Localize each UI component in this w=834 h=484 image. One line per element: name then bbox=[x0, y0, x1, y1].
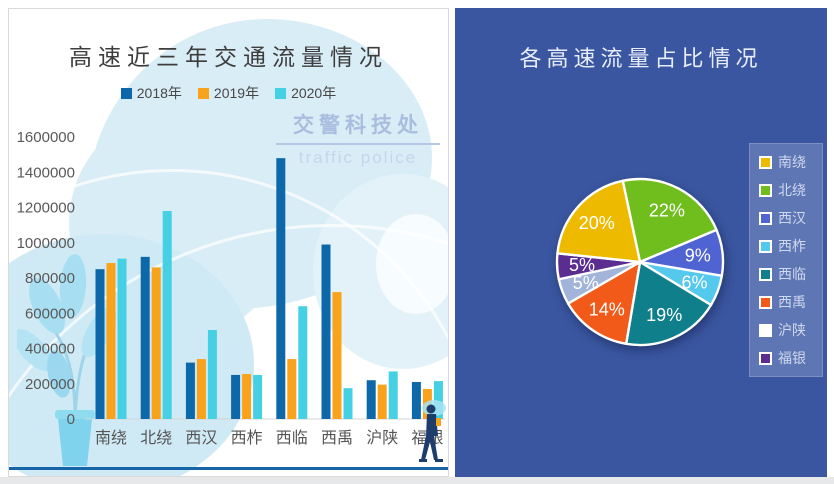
y-axis-tick-label: 1400000 bbox=[17, 164, 75, 181]
pie-percent-label: 9% bbox=[685, 245, 711, 265]
bar-沪陕-2020年[interactable] bbox=[388, 371, 398, 419]
bar-chart-panel: 高速近三年交通流量情况 2018年 2019年 2020年 交警科技处 traffi… bbox=[8, 8, 449, 477]
legend-label: 西临 bbox=[778, 266, 806, 282]
legend-label: 2019年 bbox=[213, 85, 260, 101]
bar-西柞-2018年[interactable] bbox=[231, 374, 241, 419]
bar-西柞-2019年[interactable] bbox=[242, 374, 252, 419]
bar-沪陕-2019年[interactable] bbox=[377, 384, 387, 419]
watermark-divider bbox=[276, 143, 440, 145]
pie-chart-panel: 各高速流量占比情况 22% 9% 6% 19% 14% 5% 5% 20% 南绕北绕西汉西柞西… bbox=[455, 8, 827, 477]
y-axis-tick-label: 1200000 bbox=[17, 200, 75, 217]
bar-chart-legend: 2018年 2019年 2020年 bbox=[9, 83, 448, 103]
bar-西汉-2018年[interactable] bbox=[185, 362, 195, 419]
pie-slice-北绕[interactable] bbox=[621, 177, 718, 264]
watermark-cn-text: 交警科技处 bbox=[293, 114, 423, 137]
pie-percent-label: 22% bbox=[649, 201, 685, 221]
legend-swatch bbox=[759, 183, 772, 197]
bar-chart: 0 200000 400000 600000 800000 1000000 1200000 1… bbox=[17, 129, 445, 447]
legend-swatch bbox=[759, 239, 772, 253]
watermark-en-text: traffic police bbox=[298, 148, 418, 167]
bar-legend-item: 2020年 bbox=[275, 83, 336, 103]
pie-chart-legend: 南绕北绕西汉西柞西临西禹沪陕福银 bbox=[749, 143, 823, 377]
bar-西禹-2019年[interactable] bbox=[332, 292, 342, 419]
pie-percent-label: 5% bbox=[573, 273, 599, 293]
footer-strip bbox=[0, 477, 834, 484]
pie-percent-label: 14% bbox=[589, 300, 625, 320]
y-axis-tick-label: 600000 bbox=[25, 305, 75, 322]
x-axis-category-label: 西临 bbox=[276, 429, 308, 447]
bar-福银-2020年[interactable] bbox=[433, 381, 443, 419]
legend-label: 西禹 bbox=[778, 294, 806, 310]
y-axis-tick-label: 800000 bbox=[25, 270, 75, 287]
pie-legend-item: 西汉 bbox=[759, 208, 822, 228]
pie-percent-label: 6% bbox=[681, 272, 707, 292]
pie-legend-item: 西禹 bbox=[759, 292, 822, 312]
bar-南绕-2019年[interactable] bbox=[106, 263, 116, 419]
bar-西禹-2020年[interactable] bbox=[343, 388, 353, 419]
y-axis-tick-label: 200000 bbox=[25, 376, 75, 393]
legend-swatch bbox=[759, 267, 772, 281]
bar-legend-item: 2019年 bbox=[197, 83, 260, 103]
legend-label: 福银 bbox=[778, 350, 806, 366]
legend-label: 沪陕 bbox=[778, 322, 806, 338]
legend-swatch bbox=[120, 87, 132, 99]
pie-legend-item: 西柞 bbox=[759, 236, 822, 256]
bar-西禹-2018年[interactable] bbox=[321, 244, 331, 419]
bar-福银-2018年[interactable] bbox=[411, 381, 421, 419]
y-axis-tick-label: 1000000 bbox=[17, 235, 75, 252]
accent-bottom-line bbox=[9, 467, 448, 470]
legend-label: 南绕 bbox=[778, 154, 806, 170]
bar-西临-2018年[interactable] bbox=[276, 158, 286, 419]
pie-legend-item: 北绕 bbox=[759, 180, 822, 200]
pie-percent-label: 19% bbox=[646, 305, 682, 325]
bar-西汉-2019年[interactable] bbox=[196, 359, 206, 419]
pie-percent-label: 5% bbox=[569, 255, 595, 275]
legend-label: 西柞 bbox=[778, 238, 806, 254]
bar-西柞-2020年[interactable] bbox=[253, 374, 263, 419]
bar-南绕-2018年[interactable] bbox=[95, 269, 105, 419]
bar-西临-2020年[interactable] bbox=[298, 306, 308, 419]
legend-label: 2020年 bbox=[291, 85, 337, 101]
pie-slice-南绕[interactable] bbox=[556, 179, 642, 264]
bar-南绕-2020年[interactable] bbox=[117, 258, 127, 419]
pie-chart-title: 各高速流量占比情况 bbox=[519, 45, 763, 71]
x-axis-category-label: 西禹 bbox=[321, 429, 353, 447]
x-axis-category-label: 沪陕 bbox=[366, 429, 398, 447]
legend-swatch bbox=[759, 295, 772, 309]
pie-percent-label: 20% bbox=[579, 213, 615, 233]
bar-北绕-2019年[interactable] bbox=[151, 267, 161, 419]
bar-西汉-2020年[interactable] bbox=[207, 329, 217, 419]
bar-西临-2019年[interactable] bbox=[287, 359, 297, 419]
bar-沪陕-2018年[interactable] bbox=[366, 380, 376, 419]
pie-legend-item: 沪陕 bbox=[759, 320, 822, 340]
y-axis-tick-label: 400000 bbox=[25, 341, 75, 358]
legend-label: 北绕 bbox=[778, 182, 806, 198]
x-axis-category-label: 南绕 bbox=[95, 429, 127, 447]
legend-swatch bbox=[275, 87, 287, 99]
pie-slice-西临[interactable] bbox=[624, 260, 713, 347]
x-axis-category-label: 西柞 bbox=[231, 429, 263, 447]
y-axis-tick-label: 1600000 bbox=[17, 129, 75, 146]
pie-legend-item: 西临 bbox=[759, 264, 822, 284]
legend-label: 2018年 bbox=[136, 85, 182, 101]
legend-swatch bbox=[197, 87, 209, 99]
legend-swatch bbox=[759, 323, 772, 337]
watermark: 交警科技处 traffic police bbox=[274, 109, 442, 168]
legend-label: 西汉 bbox=[778, 210, 806, 226]
pie-slice-西禹[interactable] bbox=[566, 260, 642, 346]
x-axis-category-label: 西汉 bbox=[185, 429, 217, 447]
pie-legend-item: 福银 bbox=[759, 348, 822, 368]
bar-北绕-2020年[interactable] bbox=[162, 211, 172, 419]
person-illustration bbox=[419, 400, 446, 462]
bar-legend-item: 2018年 bbox=[120, 83, 182, 103]
x-axis-category-label: 北绕 bbox=[140, 429, 172, 447]
bar-chart-title: 高速近三年交通流量情况 bbox=[69, 44, 388, 71]
legend-swatch bbox=[759, 155, 772, 169]
legend-swatch bbox=[759, 351, 772, 365]
pie-legend-item: 南绕 bbox=[759, 152, 822, 172]
legend-swatch bbox=[759, 211, 772, 225]
y-axis-tick-label: 0 bbox=[67, 411, 75, 428]
bar-北绕-2018年[interactable] bbox=[140, 256, 150, 419]
pie-chart: 22% 9% 6% 19% 14% 5%5% 20% bbox=[555, 177, 725, 347]
